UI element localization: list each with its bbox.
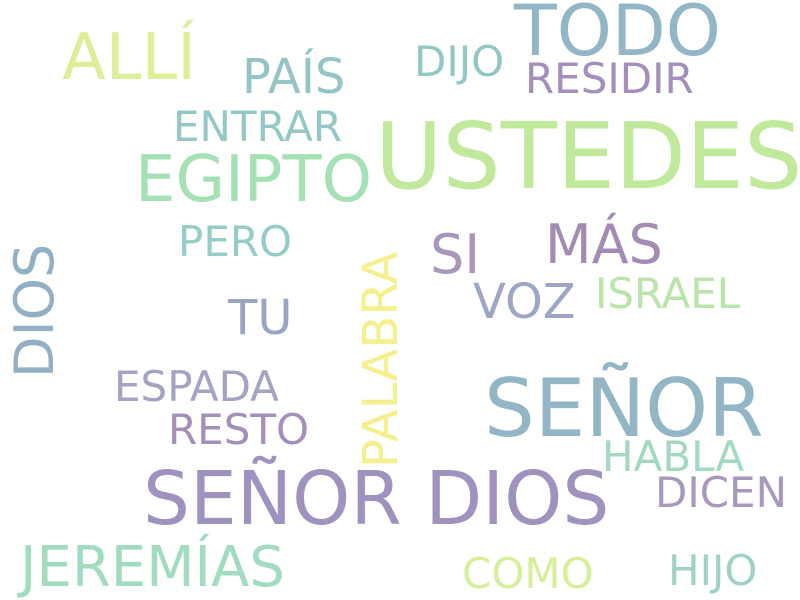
word-residir: RESIDIR bbox=[525, 54, 694, 103]
word-si: SI bbox=[430, 223, 481, 286]
word-como: COMO bbox=[462, 549, 594, 598]
word-palabra: PALABRA bbox=[353, 251, 409, 468]
word-habla: HABLA bbox=[602, 432, 745, 481]
word-voz: VOZ bbox=[473, 274, 576, 330]
word-israel: ISRAEL bbox=[595, 269, 741, 318]
word-egipto: EGIPTO bbox=[135, 143, 372, 217]
word-tu: TU bbox=[228, 290, 293, 346]
word-hijo: HIJO bbox=[668, 546, 758, 595]
word-espada: ESPADA bbox=[114, 362, 279, 411]
word-senor-dios: SEÑOR DIOS bbox=[143, 456, 610, 542]
word-pais: PAÍS bbox=[242, 49, 346, 105]
word-pero: PERO bbox=[178, 217, 293, 266]
word-dijo: DIJO bbox=[414, 37, 505, 86]
word-resto: RESTO bbox=[168, 405, 310, 454]
word-dicen: DICEN bbox=[655, 468, 788, 517]
word-senor: SEÑOR bbox=[484, 362, 764, 455]
word-dios: DIOS bbox=[3, 243, 66, 378]
word-alli: ALLÍ bbox=[62, 21, 196, 95]
word-entrar: ENTRAR bbox=[173, 102, 343, 151]
word-mas: MÁS bbox=[545, 213, 663, 276]
word-todo: TODO bbox=[514, 0, 721, 72]
word-ustedes: USTEDES bbox=[375, 103, 800, 210]
word-jeremias: JEREMÍAS bbox=[20, 535, 285, 600]
